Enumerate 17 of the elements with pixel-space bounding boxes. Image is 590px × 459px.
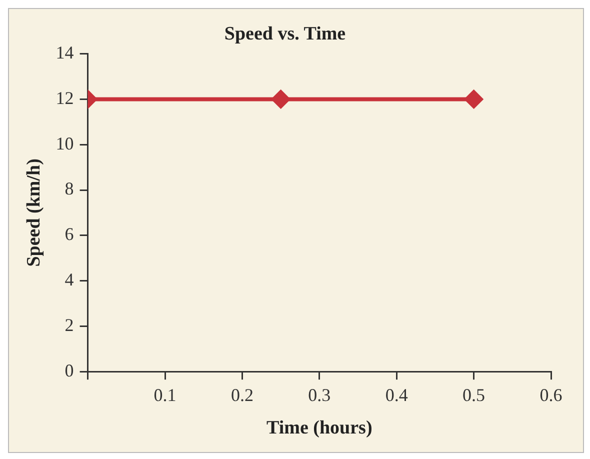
y-tick-label: 12 xyxy=(56,88,74,108)
x-tick-label: 0.4 xyxy=(385,385,408,406)
y-tick-label: 2 xyxy=(64,314,74,335)
x-tick-label: 0.3 xyxy=(308,385,331,406)
chart-title: Speed vs. Time xyxy=(224,23,346,44)
x-axis-title: Time (hours) xyxy=(266,418,372,439)
y-tick-label: 6 xyxy=(64,224,74,244)
y-tick-label: 10 xyxy=(56,133,74,154)
y-axis-title: Speed (km/h) xyxy=(23,158,44,267)
x-tick-label: 0.5 xyxy=(462,385,486,406)
y-tick-label: 0 xyxy=(64,360,74,380)
x-tick-label: 0.6 xyxy=(540,385,562,406)
y-tick-label: 4 xyxy=(64,270,74,290)
y-tick-label: 8 xyxy=(64,178,74,199)
y-tick-label: 14 xyxy=(56,42,74,63)
x-tick-label: 0.1 xyxy=(154,385,176,406)
x-tick-label: 0.2 xyxy=(230,385,254,406)
